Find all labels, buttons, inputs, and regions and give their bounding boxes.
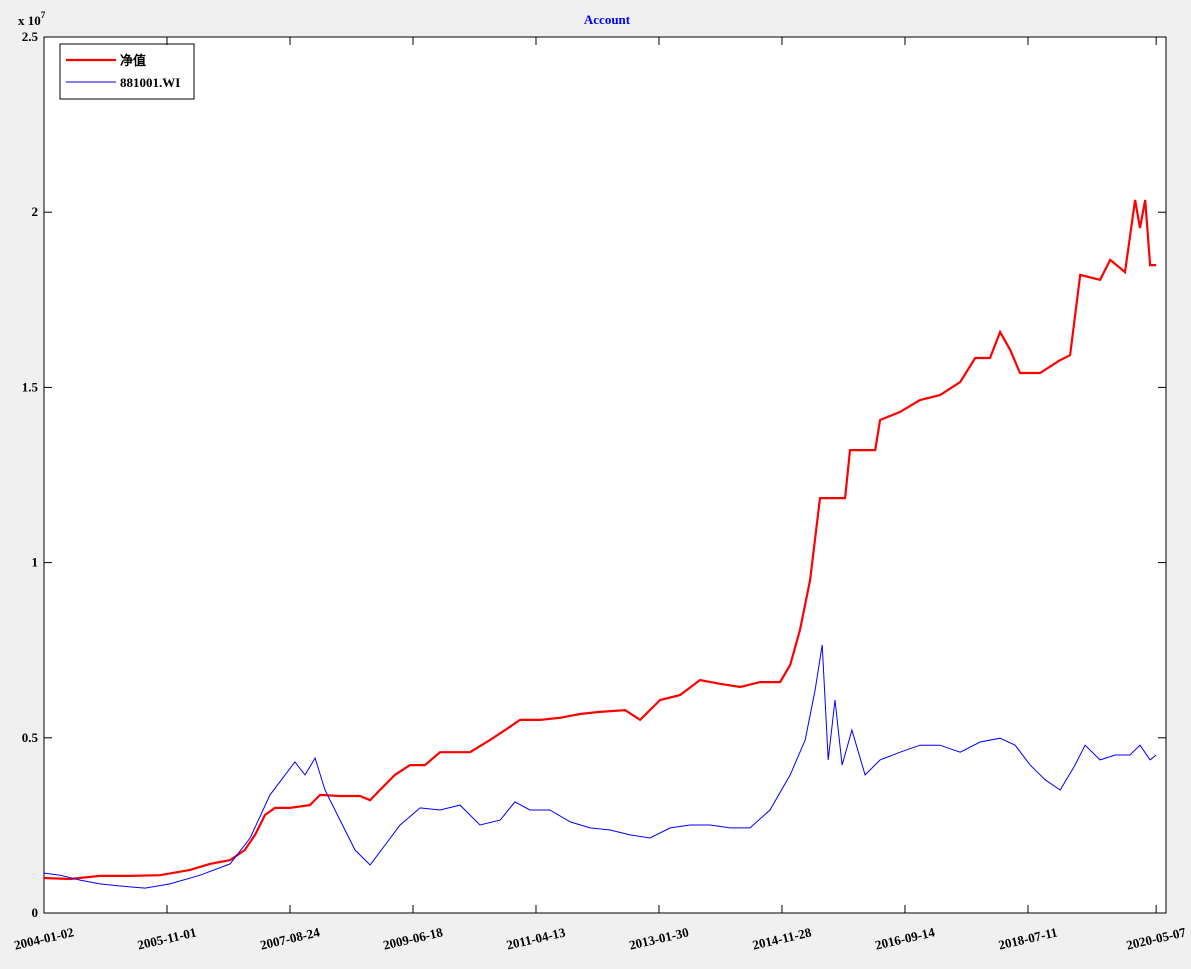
y-multiplier-base: x 10 xyxy=(18,13,41,28)
series-line xyxy=(43,644,1157,889)
axes xyxy=(43,36,1167,914)
y-tick-label: 2 xyxy=(32,204,39,219)
y-exponent: 7 xyxy=(41,10,46,20)
y-multiplier: x 107 xyxy=(18,10,46,28)
y-tick-label: 0 xyxy=(32,905,39,920)
series-line xyxy=(43,199,1157,881)
y-tick-label: 1 xyxy=(32,555,39,570)
legend-label: 净值 xyxy=(120,53,146,68)
y-tick-label: 1.5 xyxy=(22,379,39,394)
legend xyxy=(59,43,195,100)
plot-area xyxy=(43,199,1157,889)
legend-label: 881001.WI xyxy=(120,75,180,90)
chart-title: Account xyxy=(584,12,631,27)
y-tick-label: 2.5 xyxy=(22,29,39,44)
y-tick-label: 0.5 xyxy=(22,730,39,745)
